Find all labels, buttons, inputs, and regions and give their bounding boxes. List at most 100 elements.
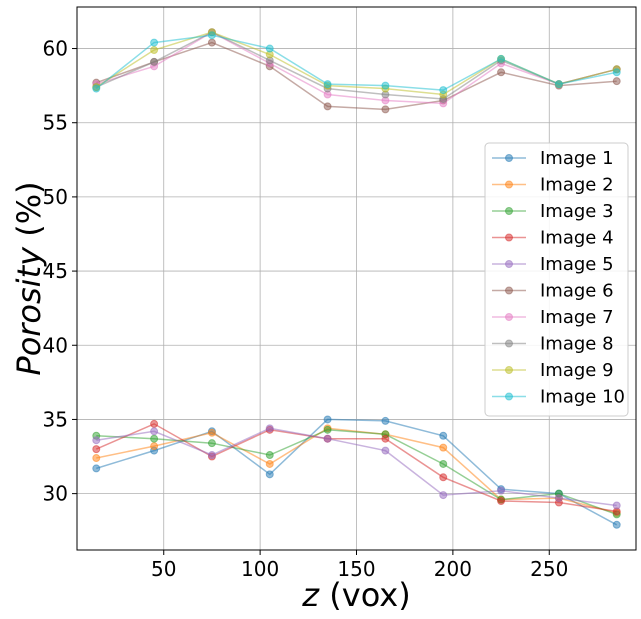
data-point: [323, 434, 332, 443]
legend-label: Image 7: [540, 307, 614, 328]
series-line: [95, 34, 617, 91]
data-point: [497, 486, 506, 495]
data-point: [150, 46, 159, 55]
data-point: [554, 494, 563, 503]
y-axis-label: Porosity (%): [10, 181, 48, 375]
data-point: [207, 428, 216, 437]
data-point: [381, 416, 390, 425]
legend-label: Image 3: [540, 201, 614, 222]
series-layer: [92, 28, 621, 529]
data-point: [439, 459, 448, 468]
legend-label: Image 5: [540, 254, 614, 275]
legend-marker: [505, 180, 513, 189]
data-point: [150, 434, 159, 443]
legend-item: Image 7: [492, 307, 614, 328]
data-point: [265, 424, 274, 433]
data-point: [497, 497, 506, 506]
y-tick-label: 45: [43, 259, 68, 283]
legend-marker: [505, 366, 513, 374]
series-line: [96, 41, 617, 111]
legend-marker: [505, 154, 513, 162]
data-point: [92, 454, 101, 463]
data-point: [207, 439, 216, 448]
data-point: [381, 446, 390, 455]
x-tick-label: 100: [241, 557, 279, 581]
data-point: [150, 57, 159, 66]
legend-item: Image 2: [492, 175, 614, 196]
legend-label: Image 2: [540, 175, 614, 196]
legend-marker: [505, 392, 513, 401]
x-axis-unit: (vox): [319, 576, 411, 614]
data-point: [150, 427, 159, 436]
x-tick-label: 250: [530, 557, 568, 581]
data-point: [207, 38, 216, 47]
legend-label: Image 10: [540, 387, 625, 408]
legend-label: Image 1: [540, 148, 614, 169]
y-tick-label: 35: [43, 407, 68, 431]
data-point: [150, 442, 159, 451]
data-point: [439, 431, 448, 440]
legend-marker: [505, 286, 513, 295]
data-point: [439, 443, 448, 452]
legend-item: Image 1: [492, 148, 614, 169]
legend-item: Image 6: [492, 281, 614, 302]
legend-marker: [505, 207, 513, 215]
legend-label: Image 4: [540, 228, 614, 249]
data-point: [265, 44, 274, 53]
legend-label: Image 9: [540, 360, 614, 381]
series-line: [96, 423, 617, 513]
y-axis-variable: Porosity: [10, 246, 48, 376]
legend-item: Image 3: [492, 201, 614, 222]
legend-marker: [505, 339, 513, 348]
series-line: [96, 31, 617, 105]
data-point: [92, 464, 101, 473]
x-axis-label: z (vox): [301, 576, 410, 614]
axis-ticks: 50 100 150 200 250 30 35 40 45 50 55 60: [43, 37, 569, 581]
legend-marker: [505, 313, 513, 321]
y-tick-label: 40: [43, 333, 68, 357]
x-tick-label: 200: [434, 557, 472, 581]
data-point: [265, 470, 274, 479]
legend-item: Image 4: [492, 228, 614, 249]
data-point: [150, 419, 159, 428]
data-point: [612, 68, 621, 77]
legend-item: Image 10: [492, 387, 625, 408]
data-point: [381, 434, 390, 443]
data-point: [497, 68, 506, 77]
y-tick-label: 60: [43, 37, 68, 61]
y-tick-label: 55: [43, 111, 68, 135]
x-axis-variable: z: [301, 576, 320, 614]
x-tick-label: 50: [151, 557, 176, 581]
legend-item: Image 5: [492, 254, 614, 275]
data-point: [150, 38, 159, 47]
legend-item: Image 8: [492, 334, 614, 355]
legend: Image 1 Image 2 Image 3 Image 4 Image 5 Image…: [484, 142, 629, 417]
data-point: [612, 501, 621, 510]
data-point: [92, 436, 101, 445]
x-tick-label: 150: [337, 557, 375, 581]
data-point: [381, 105, 390, 114]
data-point: [92, 84, 101, 93]
series-5: [92, 424, 621, 510]
data-point: [612, 520, 621, 529]
data-point: [323, 80, 332, 89]
data-point: [265, 459, 274, 468]
y-tick-label: 30: [43, 482, 68, 506]
data-point: [439, 491, 448, 500]
data-point: [439, 473, 448, 482]
series-line: [96, 427, 617, 507]
data-point: [92, 445, 101, 454]
data-point: [207, 31, 216, 40]
y-tick-label: 50: [43, 185, 68, 209]
legend-label: Image 6: [540, 281, 614, 302]
legend-marker: [505, 260, 513, 268]
data-point: [323, 425, 332, 434]
data-point: [323, 102, 332, 111]
series-10: [92, 31, 621, 95]
data-point: [381, 81, 390, 90]
data-point: [612, 77, 621, 86]
data-point: [497, 54, 506, 63]
legend-label: Image 8: [540, 334, 614, 355]
data-point: [554, 80, 563, 89]
